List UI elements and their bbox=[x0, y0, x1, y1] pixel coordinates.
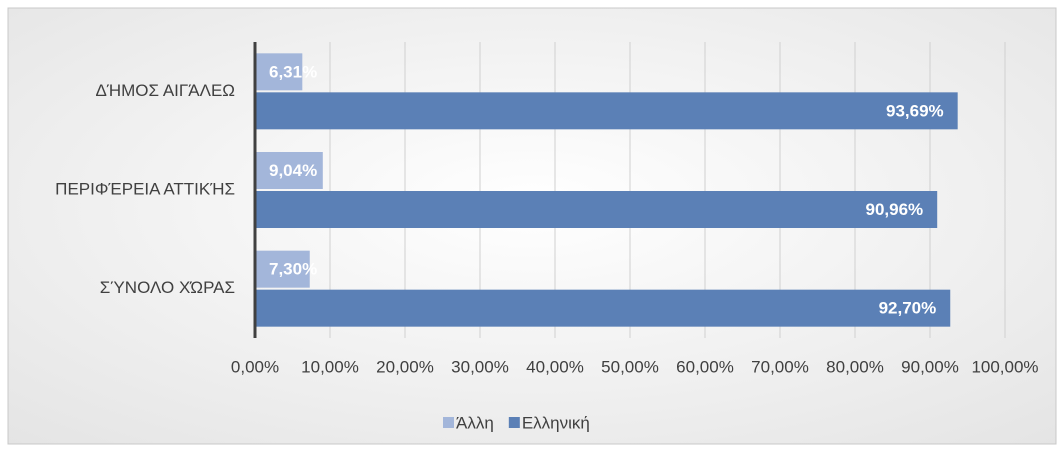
x-tick-label: 90,00% bbox=[901, 357, 959, 376]
legend-swatch bbox=[508, 417, 520, 428]
value-label: 7,30% bbox=[269, 260, 317, 279]
x-tick-label: 100,00% bbox=[971, 357, 1038, 376]
bar bbox=[255, 191, 938, 228]
y-tick-label: ΔΉΜΟΣ ΑΙΓΆΛΕΩ bbox=[96, 81, 235, 100]
x-tick-label: 50,00% bbox=[601, 357, 659, 376]
x-tick-label: 20,00% bbox=[376, 357, 434, 376]
x-tick-label: 30,00% bbox=[451, 357, 509, 376]
value-label: 6,31% bbox=[269, 62, 317, 81]
value-label: 9,04% bbox=[269, 161, 317, 180]
bar bbox=[255, 289, 951, 327]
x-tick-label: 80,00% bbox=[826, 357, 884, 376]
bar bbox=[255, 53, 303, 91]
bar bbox=[255, 250, 310, 288]
value-label: 92,70% bbox=[879, 299, 937, 318]
legend-swatch bbox=[443, 417, 454, 428]
x-tick-label: 60,00% bbox=[676, 357, 734, 376]
x-tick-label: 40,00% bbox=[526, 357, 584, 376]
legend-label: Άλλη bbox=[456, 413, 494, 432]
value-label: 90,96% bbox=[866, 200, 924, 219]
legend-label: Ελληνική bbox=[522, 413, 590, 432]
y-tick-label: ΣΎΝΟΛΟ ΧΏΡΑΣ bbox=[100, 278, 235, 297]
bar bbox=[255, 152, 323, 189]
y-tick-label: ΠΕΡΙΦΈΡΕΙΑ ΑΤΤΙΚΉΣ bbox=[55, 179, 235, 198]
x-tick-label: 0,00% bbox=[231, 357, 279, 376]
bar bbox=[255, 92, 958, 130]
x-tick-label: 70,00% bbox=[751, 357, 809, 376]
x-tick-label: 10,00% bbox=[301, 357, 359, 376]
value-label: 93,69% bbox=[886, 101, 944, 120]
